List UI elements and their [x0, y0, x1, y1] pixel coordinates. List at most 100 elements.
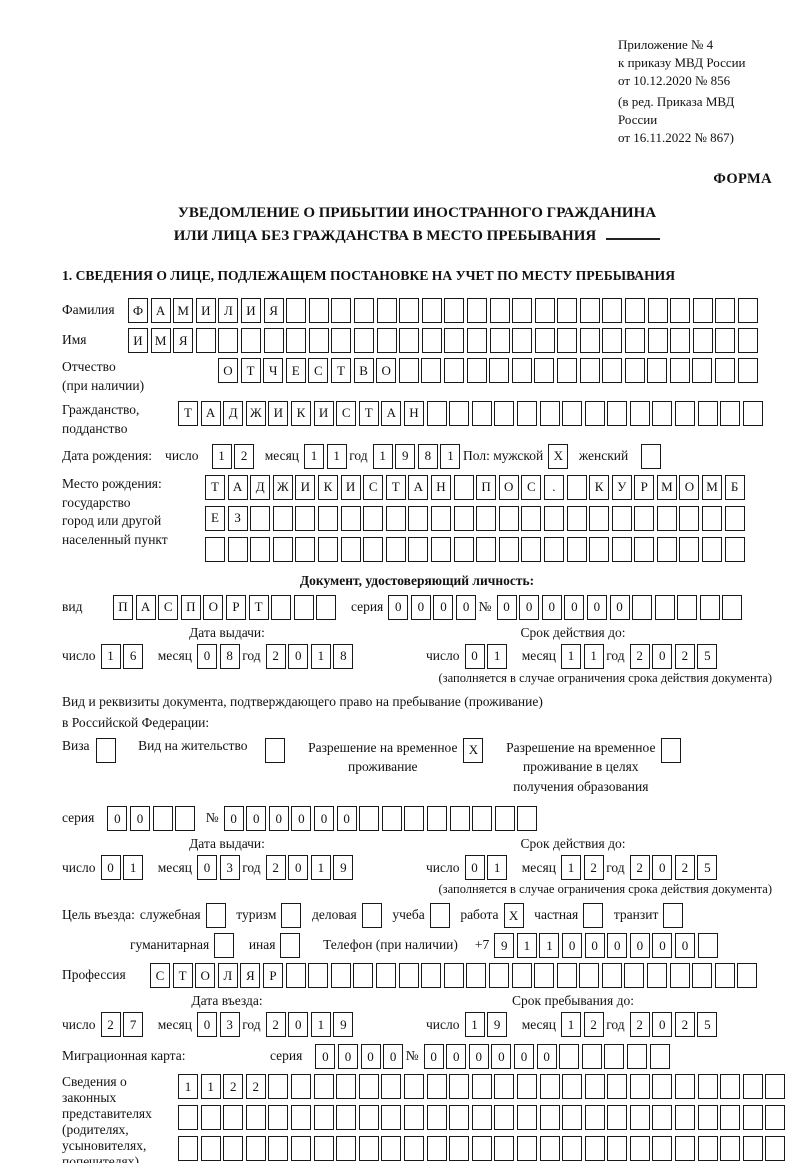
char-cell[interactable]: Д [250, 474, 271, 500]
char-cell[interactable]: 0 [456, 594, 477, 620]
char-cell[interactable]: 9 [395, 443, 416, 469]
char-cell[interactable]: 1 [326, 443, 347, 469]
char-cell[interactable]: 1 [440, 443, 461, 469]
char-cell[interactable]: В [353, 358, 374, 384]
char-cell[interactable] [313, 1105, 334, 1131]
char-cell[interactable] [679, 505, 700, 531]
char-cell[interactable] [358, 1105, 379, 1131]
char-cell[interactable]: Т [205, 474, 225, 500]
char-cell[interactable]: 0 [197, 1012, 217, 1038]
char-cell[interactable] [699, 594, 720, 620]
char-cell[interactable]: 0 [446, 1044, 467, 1070]
char-cell[interactable] [408, 505, 429, 531]
checkbox-study[interactable] [429, 903, 453, 929]
char-cell[interactable] [489, 298, 510, 324]
char-cell[interactable] [543, 505, 564, 531]
char-cell[interactable] [152, 806, 173, 832]
char-cell[interactable]: 2 [265, 643, 286, 669]
char-cell[interactable]: 2 [674, 643, 695, 669]
char-cell[interactable] [290, 1105, 311, 1131]
char-cell[interactable] [426, 400, 447, 426]
char-cell[interactable] [336, 1136, 357, 1162]
checkbox-official[interactable] [205, 903, 229, 929]
char-cell[interactable] [290, 1074, 311, 1100]
checkbox-work[interactable]: X [503, 903, 527, 929]
char-cell[interactable] [697, 1136, 718, 1162]
char-cell[interactable] [286, 298, 307, 324]
char-cell[interactable] [331, 298, 352, 324]
char-cell[interactable] [489, 358, 510, 384]
char-cell[interactable] [313, 1136, 334, 1162]
char-cell[interactable]: И [195, 298, 216, 324]
char-cell[interactable] [376, 328, 397, 354]
char-cell[interactable]: 2 [629, 643, 650, 669]
char-cell[interactable] [626, 1044, 647, 1070]
char-cell[interactable]: 0 [464, 855, 485, 881]
char-cell[interactable]: О [376, 358, 397, 384]
char-cell[interactable]: У [611, 474, 632, 500]
char-cell[interactable]: А [227, 474, 248, 500]
char-cell[interactable] [449, 1105, 470, 1131]
char-cell[interactable]: 8 [219, 643, 240, 669]
char-cell[interactable]: З [227, 505, 248, 531]
char-cell[interactable] [444, 298, 465, 324]
char-cell[interactable]: К [589, 474, 610, 500]
char-cell[interactable] [675, 1074, 696, 1100]
char-cell[interactable] [715, 298, 736, 324]
char-cell[interactable]: П [180, 594, 201, 620]
char-cell[interactable] [426, 1105, 447, 1131]
char-cell[interactable] [449, 400, 470, 426]
char-cell[interactable]: 0 [609, 594, 630, 620]
char-cell[interactable] [702, 536, 723, 562]
char-cell[interactable] [589, 536, 610, 562]
char-cell[interactable] [271, 594, 292, 620]
char-cell[interactable] [353, 298, 374, 324]
char-cell[interactable]: 1 [211, 443, 232, 469]
char-cell[interactable] [675, 1136, 696, 1162]
char-cell[interactable] [381, 1105, 402, 1131]
char-cell[interactable] [581, 1044, 602, 1070]
char-cell[interactable] [511, 963, 532, 989]
char-cell[interactable] [697, 933, 718, 959]
char-cell[interactable] [268, 1074, 289, 1100]
checkbox-transit[interactable] [663, 903, 686, 929]
char-cell[interactable]: А [135, 594, 156, 620]
char-cell[interactable] [702, 505, 723, 531]
char-cell[interactable] [511, 358, 532, 384]
char-cell[interactable]: 1 [561, 643, 581, 669]
char-cell[interactable] [250, 505, 271, 531]
char-cell[interactable]: 0 [541, 594, 562, 620]
char-cell[interactable] [488, 963, 509, 989]
char-cell[interactable] [692, 298, 713, 324]
checkbox-temp-residence[interactable]: X [463, 737, 486, 763]
char-cell[interactable] [566, 474, 587, 500]
char-cell[interactable] [295, 505, 316, 531]
char-cell[interactable]: X [503, 903, 524, 929]
char-cell[interactable]: И [240, 298, 261, 324]
char-cell[interactable]: Т [240, 358, 261, 384]
char-cell[interactable] [494, 806, 515, 832]
checkbox-temp-residence-edu[interactable] [661, 737, 684, 763]
char-cell[interactable] [720, 400, 741, 426]
char-cell[interactable] [624, 358, 645, 384]
char-cell[interactable]: Н [403, 400, 424, 426]
char-cell[interactable]: 0 [584, 933, 605, 959]
char-cell[interactable] [562, 1105, 583, 1131]
char-cell[interactable]: 0 [652, 933, 673, 959]
char-cell[interactable] [765, 1074, 786, 1100]
char-cell[interactable] [285, 963, 306, 989]
char-cell[interactable]: 0 [586, 594, 607, 620]
char-cell[interactable]: 8 [333, 643, 354, 669]
char-cell[interactable]: 1 [123, 855, 144, 881]
char-cell[interactable] [403, 1105, 424, 1131]
char-cell[interactable] [331, 328, 352, 354]
char-cell[interactable] [692, 963, 713, 989]
char-cell[interactable] [742, 1105, 763, 1131]
char-cell[interactable]: 0 [652, 643, 673, 669]
char-cell[interactable] [376, 298, 397, 324]
char-cell[interactable]: Ж [272, 474, 293, 500]
char-cell[interactable]: 2 [674, 855, 695, 881]
char-cell[interactable] [476, 536, 497, 562]
char-cell[interactable] [579, 963, 600, 989]
char-cell[interactable]: 1 [487, 643, 508, 669]
